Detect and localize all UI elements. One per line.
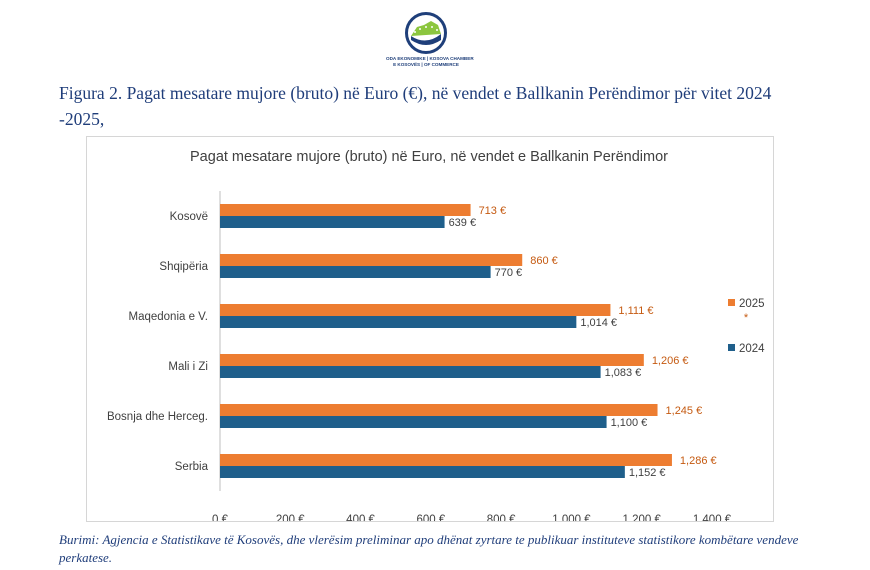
chart-title: Pagat mesatare mujore (bruto) në Euro, n… xyxy=(190,149,668,165)
chart-container: Pagat mesatare mujore (bruto) në Euro, n… xyxy=(86,136,774,522)
logo: ODA EKONOMIKE | KOSOVA CHAMBER E KOSOVËS… xyxy=(386,12,474,74)
logo-text-line1: ODA EKONOMIKE | KOSOVA CHAMBER xyxy=(386,56,474,61)
legend-swatch-2025 xyxy=(728,299,735,306)
data-label: 860 € xyxy=(530,255,558,267)
bar-2025-2 xyxy=(220,304,611,316)
bar-2024-2 xyxy=(220,316,577,328)
legend-swatch-2024 xyxy=(728,344,735,351)
x-tick-label: 0 € xyxy=(212,514,229,521)
bar-2024-0 xyxy=(220,216,445,228)
data-label: 1,083 € xyxy=(605,367,642,379)
bar-2024-5 xyxy=(220,466,625,478)
x-tick-label: 200 € xyxy=(276,514,305,521)
category-label: Bosnja dhe Herceg. xyxy=(107,411,208,423)
figure-title: Figura 2. Pagat mesatare mujore (bruto) … xyxy=(59,83,772,129)
bar-2025-4 xyxy=(220,404,658,416)
bar-2025-1 xyxy=(220,254,523,266)
data-label: 1,245 € xyxy=(666,405,703,417)
x-tick-label: 1,200 € xyxy=(623,514,662,521)
data-label: 1,152 € xyxy=(629,467,666,479)
legend-mark-2025: * xyxy=(744,312,749,324)
bar-2024-1 xyxy=(220,266,491,278)
bar-chart: Pagat mesatare mujore (bruto) në Euro, n… xyxy=(107,149,765,521)
category-label: Kosovë xyxy=(170,211,208,223)
data-label: 639 € xyxy=(449,217,477,229)
x-tick-label: 1,000 € xyxy=(552,514,591,521)
category-label: Maqedonia e V. xyxy=(128,311,208,323)
bar-2025-0 xyxy=(220,204,471,216)
logo-text-line2: E KOSOVËS | OF COMMERCE xyxy=(393,62,459,67)
x-tick-label: 600 € xyxy=(416,514,445,521)
legend-label-2025: 2025 xyxy=(739,298,765,310)
data-label: 770 € xyxy=(495,267,523,279)
category-label: Shqipëria xyxy=(159,261,208,273)
kosova-chamber-logo-icon xyxy=(405,12,447,54)
bar-2025-3 xyxy=(220,354,644,366)
x-tick-label: 800 € xyxy=(487,514,516,521)
data-label: 1,286 € xyxy=(680,455,717,467)
data-label: 1,100 € xyxy=(611,417,648,429)
x-tick-label: 1,400 € xyxy=(693,514,732,521)
bar-2024-3 xyxy=(220,366,601,378)
bar-2025-5 xyxy=(220,454,672,466)
data-label: 1,014 € xyxy=(580,317,617,329)
data-label: 1,111 € xyxy=(618,305,653,317)
category-label: Serbia xyxy=(175,461,209,473)
x-tick-label: 400 € xyxy=(346,514,375,521)
category-label: Mali i Zi xyxy=(168,361,208,373)
data-label: 713 € xyxy=(479,205,507,217)
source-note: Burimi: Agjencia e Statistikave të Kosov… xyxy=(59,532,799,565)
legend-label-2024: 2024 xyxy=(739,343,765,355)
data-label: 1,206 € xyxy=(652,355,689,367)
bar-2024-4 xyxy=(220,416,607,428)
